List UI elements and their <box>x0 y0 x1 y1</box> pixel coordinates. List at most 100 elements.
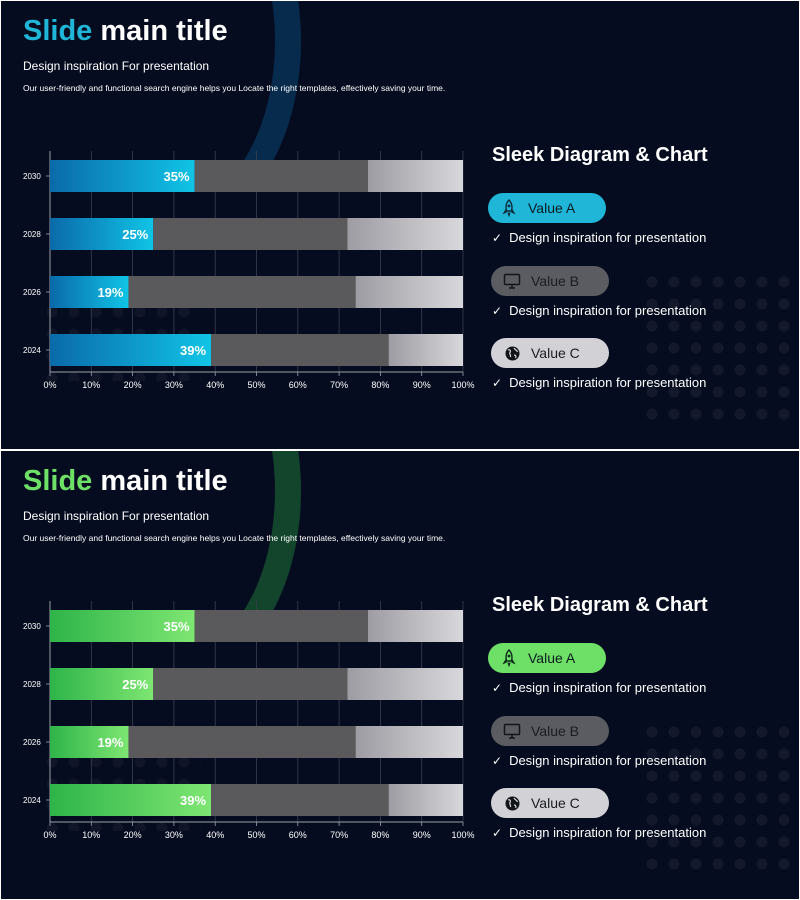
x-tick-label: 60% <box>289 830 307 840</box>
decorative-dots <box>641 721 791 871</box>
bar-value-c <box>347 668 463 700</box>
slide-green: Slide main title Design inspiration For … <box>1 451 799 899</box>
bar-value-c <box>368 160 463 192</box>
bullet-text: Design inspiration for presentation <box>509 375 707 390</box>
x-tick-label: 0% <box>43 380 56 390</box>
monitor-icon <box>503 272 521 290</box>
bar-value-a <box>50 726 129 758</box>
description: Our user-friendly and functional search … <box>23 83 446 93</box>
bar-value-b <box>153 668 348 700</box>
y-tick-label: 2030 <box>23 622 41 631</box>
legend-label: Value A <box>528 650 576 666</box>
bullet-text: Design inspiration for presentation <box>509 753 707 768</box>
x-tick-label: 90% <box>413 830 431 840</box>
x-tick-label: 20% <box>124 380 142 390</box>
x-tick-label: 70% <box>330 380 348 390</box>
subtitle: Design inspiration For presentation <box>23 509 210 523</box>
bar-value-a <box>50 784 212 816</box>
data-label: 39% <box>180 793 206 808</box>
data-label: 35% <box>164 169 190 184</box>
title-rest: main title <box>100 465 228 497</box>
title-accent-word: Slide <box>23 465 93 497</box>
data-label: 39% <box>180 343 206 358</box>
stacked-bar-chart: 0% 10% 20% 30% 40% 50% 60% 70% 80% 90% 100% 2030 35%… <box>23 151 475 390</box>
bullet-item: ✓ Design inspiration for presentation <box>492 680 706 695</box>
y-tick-label: 2028 <box>23 230 41 239</box>
bar-value-a <box>50 334 212 366</box>
legend-pill-value-a[interactable]: Value A <box>488 643 606 673</box>
legend-pill-value-c[interactable]: Value C <box>491 338 609 368</box>
bar-value-b <box>211 784 389 816</box>
x-tick-label: 40% <box>206 380 224 390</box>
legend-label: Value C <box>531 345 580 361</box>
y-tick-label: 2030 <box>23 172 41 181</box>
right-title: Sleek Diagram & Chart <box>492 144 708 166</box>
data-label: 35% <box>164 619 190 634</box>
bar-value-a <box>50 610 195 642</box>
slide-blue: Slide main title Design inspiration For … <box>1 1 799 449</box>
monitor-icon <box>503 722 521 740</box>
globe-icon <box>503 344 521 362</box>
x-tick-label: 70% <box>330 830 348 840</box>
x-tick-label: 40% <box>206 830 224 840</box>
check-icon: ✓ <box>492 680 503 695</box>
data-label: 19% <box>97 285 123 300</box>
bar-value-a <box>50 160 195 192</box>
bar-value-a <box>50 218 154 250</box>
right-title: Sleek Diagram & Chart <box>492 594 708 616</box>
title-accent-word: Slide <box>23 15 93 47</box>
x-tick-label: 90% <box>413 380 431 390</box>
x-tick-label: 30% <box>165 380 183 390</box>
subtitle: Design inspiration For presentation <box>23 59 210 73</box>
legend-pill-value-c[interactable]: Value C <box>491 788 609 818</box>
bar-value-c <box>347 218 463 250</box>
bar-value-b <box>211 334 389 366</box>
title-rest: main title <box>100 15 228 47</box>
bullet-text: Design inspiration for presentation <box>509 680 707 695</box>
data-label: 25% <box>122 227 148 242</box>
bullet-item: ✓ Design inspiration for presentation <box>492 375 706 390</box>
x-tick-label: 60% <box>289 380 307 390</box>
y-tick-label: 2024 <box>23 346 41 355</box>
bar-value-b <box>194 160 369 192</box>
bullet-item: ✓ Design inspiration for presentation <box>492 825 706 840</box>
check-icon: ✓ <box>492 753 503 768</box>
rocket-icon <box>500 199 518 217</box>
x-tick-label: 50% <box>247 830 265 840</box>
bar-value-c <box>355 276 463 308</box>
decorative-dots <box>641 271 791 421</box>
y-tick-label: 2026 <box>23 288 41 297</box>
bar-value-a <box>50 276 129 308</box>
bar-value-b <box>153 218 348 250</box>
page-title: Slide main title <box>23 15 228 48</box>
check-icon: ✓ <box>492 230 503 245</box>
bar-value-c <box>368 610 463 642</box>
data-label: 25% <box>122 677 148 692</box>
legend-pill-value-b[interactable]: Value B <box>491 266 609 296</box>
bar-value-c <box>388 784 463 816</box>
check-icon: ✓ <box>492 303 503 318</box>
bullet-text: Design inspiration for presentation <box>509 230 707 245</box>
x-tick-label: 80% <box>371 380 389 390</box>
legend-label: Value B <box>531 273 579 289</box>
check-icon: ✓ <box>492 375 503 390</box>
legend-pill-value-a[interactable]: Value A <box>488 193 606 223</box>
legend-pill-value-b[interactable]: Value B <box>491 716 609 746</box>
bar-value-a <box>50 668 154 700</box>
rocket-icon <box>500 649 518 667</box>
x-tick-label: 80% <box>371 830 389 840</box>
legend-label: Value C <box>531 795 580 811</box>
bar-value-b <box>128 276 356 308</box>
bar-value-c <box>388 334 463 366</box>
data-label: 19% <box>97 735 123 750</box>
page-title: Slide main title <box>23 465 228 498</box>
bullet-item: ✓ Design inspiration for presentation <box>492 753 706 768</box>
x-tick-label: 30% <box>165 830 183 840</box>
x-tick-label: 100% <box>451 830 474 840</box>
bar-value-b <box>128 726 356 758</box>
bar-value-b <box>194 610 369 642</box>
legend-label: Value B <box>531 723 579 739</box>
x-tick-label: 0% <box>43 830 56 840</box>
stacked-bar-chart: 0% 10% 20% 30% 40% 50% 60% 70% 80% 90% 100% 2030 35%… <box>23 601 475 840</box>
description: Our user-friendly and functional search … <box>23 533 446 543</box>
